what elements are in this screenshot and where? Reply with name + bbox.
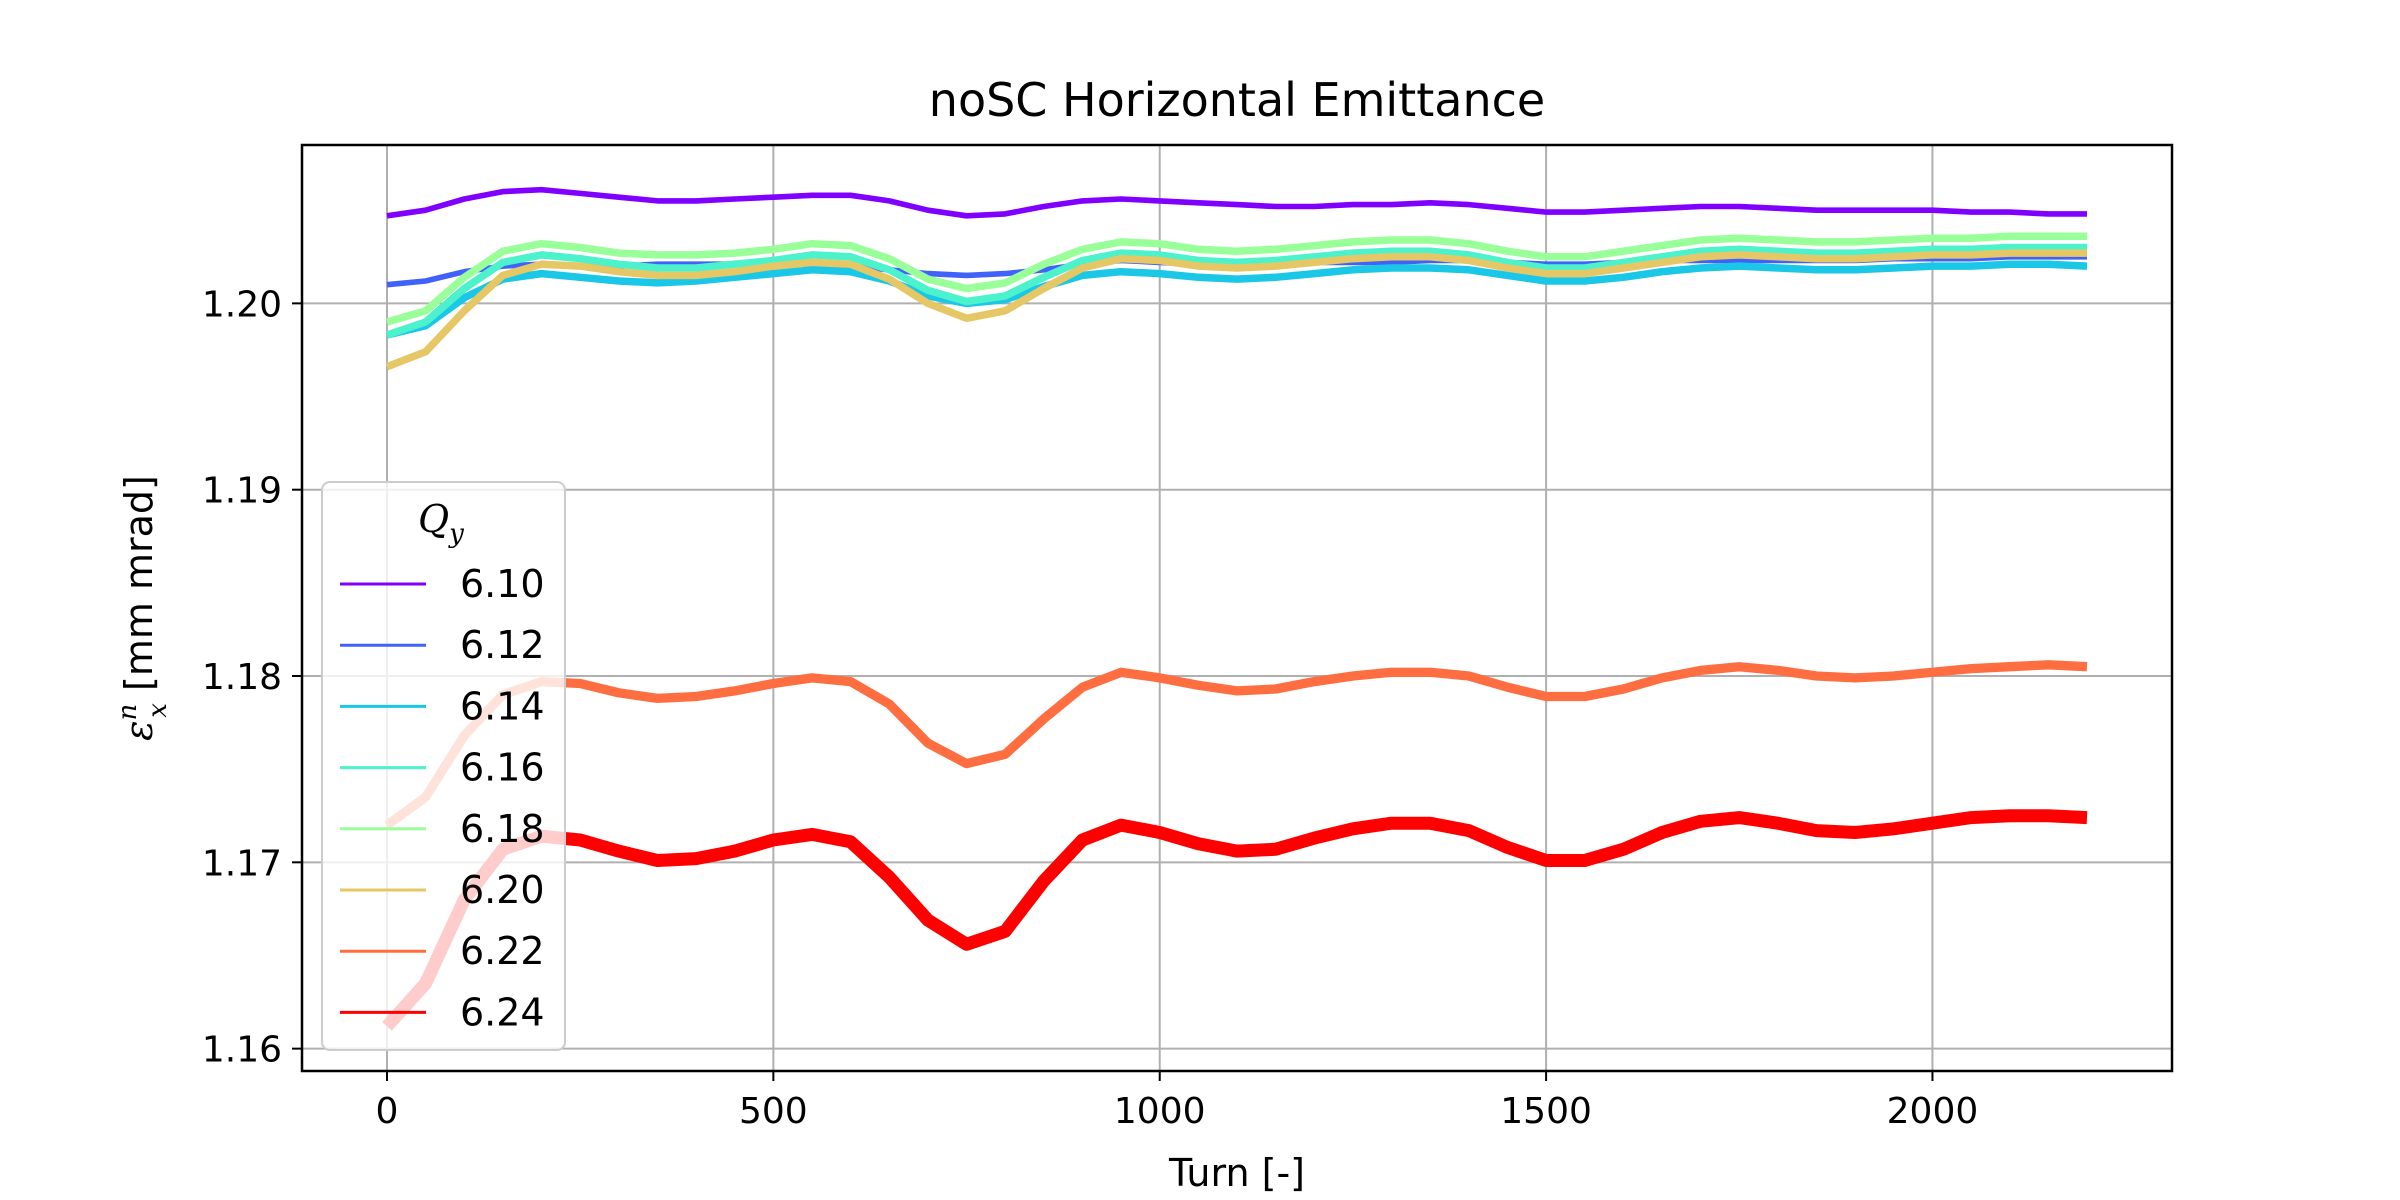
tick-layer: 0 500 1000 1500 2000 1.16 1.17 1.18 1.19 1.20: [202, 284, 1978, 1132]
y-tick-label: 1.17: [202, 843, 282, 884]
legend-label-6-24: 6.24: [460, 990, 545, 1034]
chart-title: noSC Horizontal Emittance: [929, 73, 1545, 127]
x-tick-label: 2000: [1887, 1091, 1979, 1132]
series-layer: [382, 186, 2088, 1031]
legend-label-6-16: 6.16: [460, 746, 545, 790]
legend-title: Qy: [418, 497, 464, 549]
legend-label-6-14: 6.14: [460, 684, 545, 728]
legend-label-6-20: 6.20: [460, 868, 545, 912]
series-line-6-16: [385, 243, 2087, 339]
x-tick-label: 500: [739, 1091, 808, 1132]
series-line-6-10: [386, 186, 2087, 219]
series-line-6-14: [386, 260, 2088, 339]
legend-label-6-10: 6.10: [460, 562, 545, 606]
y-tick-label: 1.16: [202, 1030, 282, 1071]
series-line-6-18: [385, 232, 2087, 326]
y-axis-label-sub: x: [143, 703, 173, 718]
legend-title-main: Q: [418, 497, 449, 541]
legend-label-6-12: 6.12: [460, 623, 545, 667]
grid-layer: [302, 145, 2172, 1071]
x-tick-label: 1000: [1114, 1091, 1206, 1132]
plot-frame: [300, 143, 2174, 1073]
legend-label-6-18: 6.18: [460, 807, 545, 851]
y-axis-label-sup: n: [113, 704, 143, 721]
y-tick-label: 1.20: [202, 284, 282, 325]
x-tick-label: 0: [376, 1091, 399, 1132]
legend: Qy 6.10 6.12 6.14 6.16 6.18 6.20 6.22 6.24: [321, 481, 566, 1051]
series-line-6-22: [384, 660, 2088, 829]
legend-box: [321, 481, 566, 1051]
y-tick-label: 1.18: [202, 657, 282, 698]
legend-entries: 6.10 6.12 6.14 6.16 6.18 6.20 6.22 6.24: [340, 562, 545, 1034]
y-axis-label-symbol: ε: [117, 720, 161, 740]
y-axis-label: εnx [mm mrad]: [113, 475, 173, 741]
y-axis-label-unit: [mm mrad]: [117, 475, 161, 703]
y-tick-label: 1.19: [202, 471, 282, 512]
x-axis-label: Turn [-]: [1168, 1151, 1305, 1195]
legend-title-sub: y: [448, 519, 464, 549]
legend-label-6-22: 6.22: [460, 929, 545, 973]
series-line-6-20: [385, 249, 2087, 371]
x-tick-label: 1500: [1500, 1091, 1592, 1132]
series-line-6-24: [382, 809, 2088, 1031]
